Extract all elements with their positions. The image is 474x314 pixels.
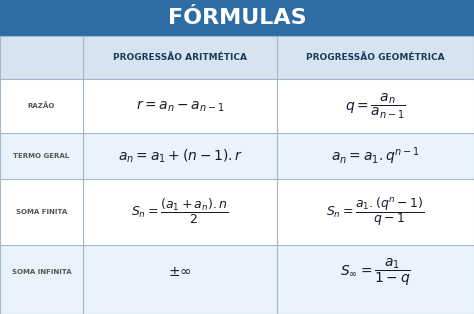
Text: $S_n = \dfrac{a_1.(q^n - 1)}{q - 1}$: $S_n = \dfrac{a_1.(q^n - 1)}{q - 1}$ [326, 196, 425, 228]
Text: $q = \dfrac{a_n}{a_{n-1}}$: $q = \dfrac{a_n}{a_{n-1}}$ [345, 91, 406, 121]
Text: $a_n = a_1.q^{n-1}$: $a_n = a_1.q^{n-1}$ [331, 145, 420, 167]
Bar [0, 0, 474, 36]
Text: RAZÃO: RAZÃO [28, 102, 55, 110]
Bar [0, 78, 474, 133]
Bar [0, 179, 474, 245]
Text: SOMA FINITA: SOMA FINITA [16, 209, 67, 215]
Text: SOMA INFINITA: SOMA INFINITA [12, 269, 71, 275]
Text: $a_n = a_1 + (n-1).r$: $a_n = a_1 + (n-1).r$ [118, 148, 243, 165]
Text: PROGRESSÃO GEOMÉTRICA: PROGRESSÃO GEOMÉTRICA [306, 53, 445, 62]
Text: PROGRESSÃO ARITMÉTICA: PROGRESSÃO ARITMÉTICA [113, 53, 247, 62]
Text: $r = a_n - a_{n-1}$: $r = a_n - a_{n-1}$ [136, 98, 225, 114]
Text: $\pm\infty$: $\pm\infty$ [168, 265, 192, 279]
Bar [0, 245, 474, 300]
Text: FÓRMULAS: FÓRMULAS [168, 8, 306, 28]
Text: $S_{\infty} = \dfrac{a_1}{1 - q}$: $S_{\infty} = \dfrac{a_1}{1 - q}$ [340, 257, 411, 288]
Bar [0, 36, 474, 78]
Text: TERMO GERAL: TERMO GERAL [13, 153, 70, 159]
Text: $S_n = \dfrac{(a_1 + a_n).n}{2}$: $S_n = \dfrac{(a_1 + a_n).n}{2}$ [131, 198, 229, 226]
Bar [0, 133, 474, 179]
